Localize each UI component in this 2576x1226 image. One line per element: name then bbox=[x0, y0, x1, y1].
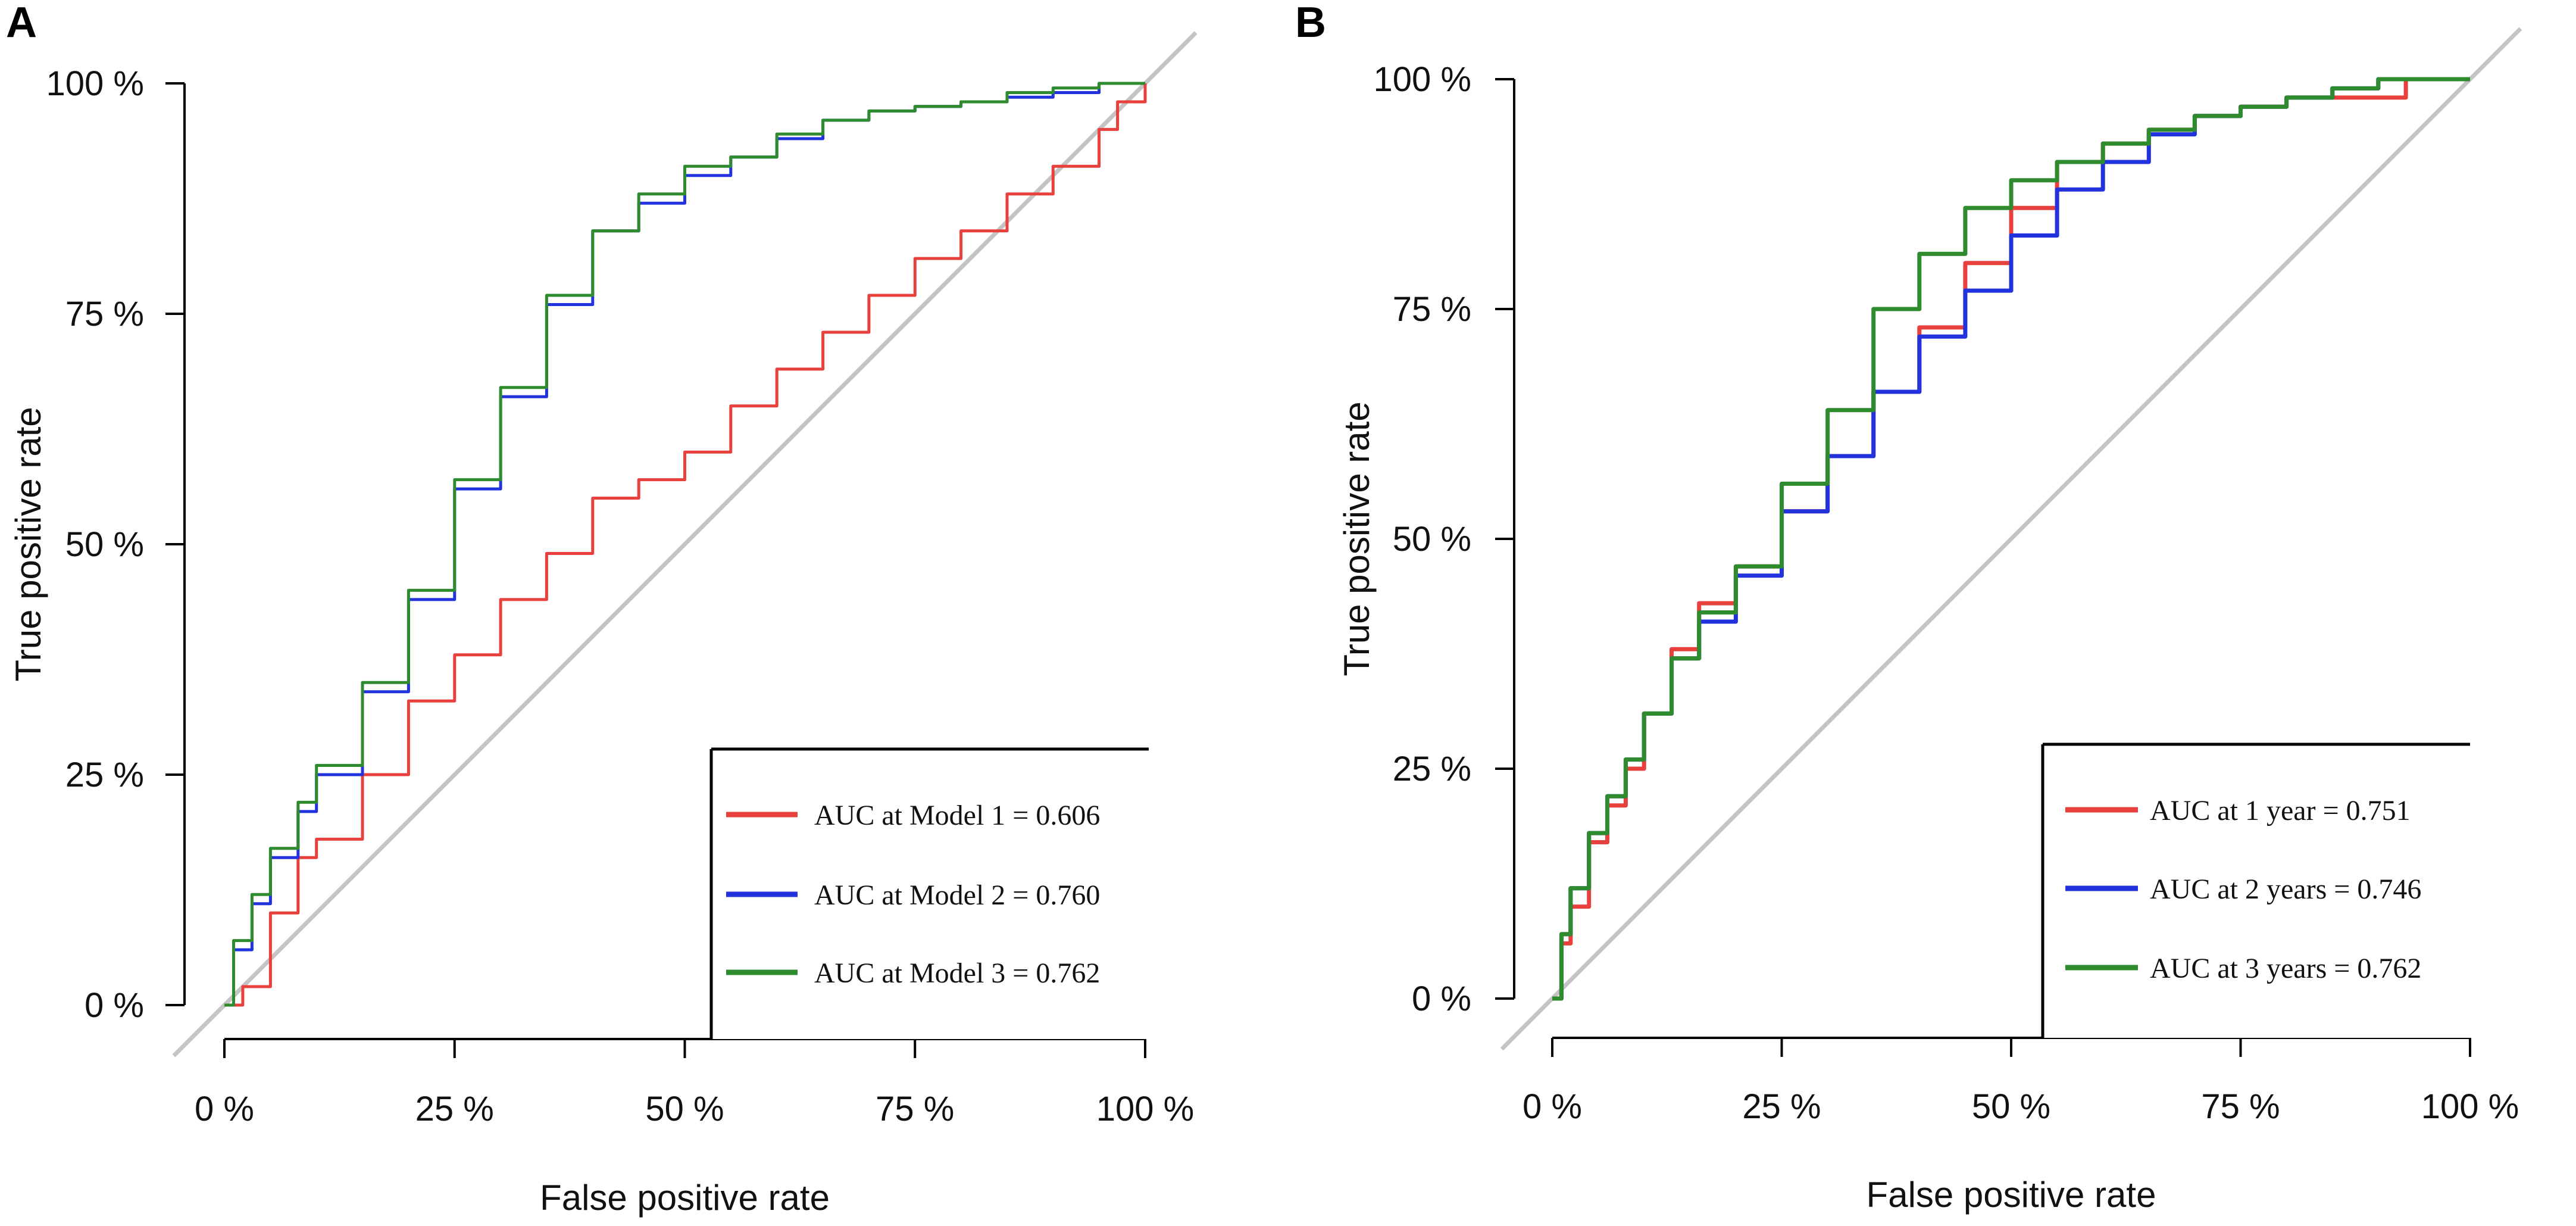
x-tick-label: 50 % bbox=[645, 1090, 724, 1128]
legend: AUC at Model 1 = 0.606 AUC at Model 2 = 0… bbox=[709, 747, 1149, 1039]
y-tick-label: 25 % bbox=[1393, 750, 1471, 788]
roc-panel-a: A 0 % 25 % 50 % 75 % 100 % 0 % 25 % 50 % 75 % 100 … bbox=[6, 0, 1198, 1218]
reference-diagonal-line bbox=[172, 31, 1198, 1057]
legend-entry-label: AUC at 1 year = 0.751 bbox=[2150, 795, 2411, 826]
x-tick-label: 100 % bbox=[1096, 1090, 1194, 1128]
y-tick-label: 0 % bbox=[85, 986, 144, 1025]
x-tick-label: 100 % bbox=[2421, 1087, 2519, 1126]
y-tick-label: 75 % bbox=[65, 295, 144, 333]
y-tick-label: 0 % bbox=[1412, 979, 1471, 1018]
roc-curve-series-3 bbox=[1552, 77, 2470, 1001]
legend-entry-label: AUC at 2 years = 0.746 bbox=[2150, 874, 2421, 905]
y-tick-label: 75 % bbox=[1393, 290, 1471, 329]
legend-entry-label: AUC at Model 2 = 0.760 bbox=[814, 879, 1100, 911]
y-tick-label: 50 % bbox=[65, 525, 144, 564]
legend-entry-label: AUC at 3 years = 0.762 bbox=[2150, 953, 2421, 984]
x-tick-label: 50 % bbox=[1972, 1087, 2050, 1126]
roc-curve-series-1 bbox=[224, 83, 1147, 1007]
roc-curve-series-3 bbox=[224, 82, 1145, 1007]
y-axis-title: True positive rate bbox=[1337, 401, 1377, 676]
x-tick-label: 75 % bbox=[876, 1090, 954, 1128]
panel-label: A bbox=[6, 0, 37, 46]
x-axis-title: False positive rate bbox=[1867, 1175, 2156, 1215]
x-axis-title: False positive rate bbox=[540, 1178, 830, 1218]
legend-entry-label: AUC at Model 1 = 0.606 bbox=[814, 800, 1100, 831]
reference-diagonal-line bbox=[1500, 27, 2522, 1051]
y-tick-label: 100 % bbox=[46, 64, 144, 103]
x-tick-label: 0 % bbox=[195, 1090, 254, 1128]
x-tick-label: 0 % bbox=[1523, 1087, 1582, 1126]
y-tick-label: 100 % bbox=[1374, 60, 1471, 99]
panel-label: B bbox=[1295, 0, 1326, 46]
y-axis-title: True positive rate bbox=[8, 407, 48, 681]
x-tick-label: 25 % bbox=[415, 1090, 494, 1128]
legend: AUC at 1 year = 0.751 AUC at 2 years = 0.… bbox=[2041, 743, 2470, 1038]
x-tick-label: 25 % bbox=[1742, 1087, 1821, 1126]
roc-panel-b: B 0 % 25 % 50 % 75 % 100 % 0 % 25 % 50 % 75 % 100 … bbox=[1295, 0, 2522, 1215]
y-tick-label: 50 % bbox=[1393, 520, 1471, 559]
legend-entry-label: AUC at Model 3 = 0.762 bbox=[814, 957, 1100, 989]
y-tick-label: 25 % bbox=[65, 756, 144, 794]
x-tick-label: 75 % bbox=[2201, 1087, 2280, 1126]
